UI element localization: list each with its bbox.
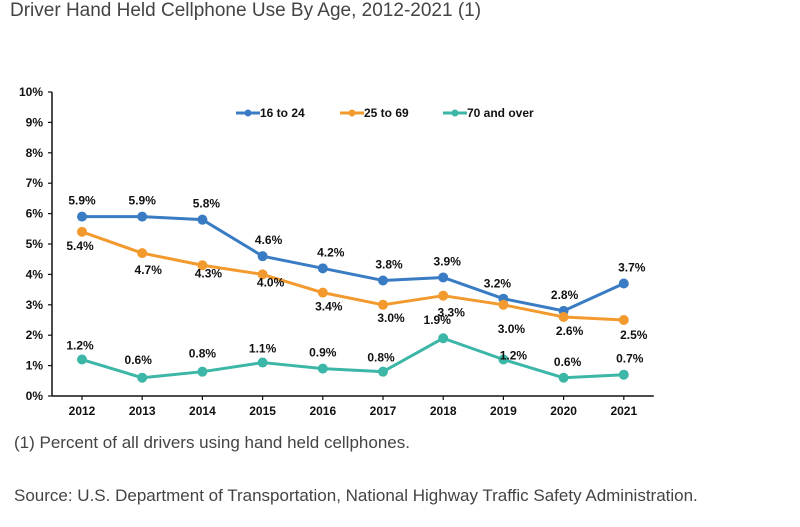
data-point-2	[317, 363, 328, 374]
data-label-0: 3.8%	[375, 257, 403, 271]
data-label-0: 5.9%	[129, 194, 157, 208]
data-point-0	[378, 275, 388, 286]
data-label-0: 3.2%	[484, 277, 512, 291]
chart-title: Driver Hand Held Cellphone Use By Age, 2…	[10, 0, 482, 21]
data-label-2: 1.2%	[66, 339, 94, 353]
legend-marker-0	[244, 109, 252, 117]
data-label-1: 3.4%	[315, 300, 343, 314]
source-note: Source: U.S. Department of Transportatio…	[14, 486, 698, 505]
data-label-1: 3.3%	[438, 306, 466, 320]
data-point-2	[618, 369, 629, 380]
data-label-2: 0.9%	[309, 346, 337, 360]
data-label-0: 5.8%	[193, 197, 221, 211]
y-tick-label: 5%	[26, 237, 44, 251]
data-point-0	[197, 214, 208, 225]
data-point-2	[498, 354, 509, 365]
data-point-1	[137, 248, 148, 259]
series-line-2	[81, 336, 624, 380]
data-point-1	[317, 287, 328, 298]
data-label-2: 1.1%	[249, 342, 277, 356]
data-point-2	[257, 357, 268, 368]
y-tick-label: 3%	[26, 298, 44, 312]
data-point-1	[257, 269, 268, 280]
y-tick-label: 8%	[26, 146, 44, 160]
legend-label-2: 70 and over	[467, 106, 534, 120]
data-label-0: 2.8%	[551, 288, 579, 302]
data-label-1: 4.0%	[257, 275, 285, 289]
x-tick-label: 2015	[249, 404, 276, 418]
data-point-2	[558, 372, 569, 383]
data-point-0	[317, 263, 328, 274]
data-point-0	[438, 272, 449, 283]
data-label-2: 0.8%	[189, 347, 217, 361]
data-point-2	[197, 366, 208, 377]
data-label-0: 4.2%	[317, 245, 345, 259]
data-point-0	[257, 251, 268, 262]
data-label-0: 3.7%	[618, 261, 646, 275]
x-tick-label: 2020	[550, 404, 577, 418]
data-point-2	[77, 354, 87, 365]
footnote: (1) Percent of all drivers using hand he…	[14, 433, 410, 452]
x-tick-label: 2012	[69, 404, 96, 418]
y-tick-label: 9%	[26, 115, 44, 129]
legend-label-1: 25 to 69	[364, 106, 409, 120]
series-line-1	[81, 230, 624, 322]
data-label-2: 0.8%	[367, 351, 395, 365]
data-point-1	[197, 260, 208, 271]
x-tick-label: 2017	[370, 404, 397, 418]
data-point-1	[438, 290, 449, 301]
data-point-2	[137, 372, 148, 383]
data-label-2: 0.7%	[616, 352, 644, 366]
line-chart: 0% 1% 2% 3% 4% 5% 6% 7% 8% 9% 10% 2012 2013 2014 2015 2…	[19, 85, 654, 418]
data-label-1: 2.6%	[556, 324, 584, 338]
data-label-0: 5.9%	[68, 194, 96, 208]
data-label-2: 1.9%	[424, 313, 452, 327]
data-label-1: 2.5%	[620, 328, 648, 342]
x-tick-label: 2013	[129, 404, 156, 418]
x-tick-label: 2016	[309, 404, 336, 418]
data-label-2: 0.6%	[125, 353, 153, 367]
data-point-1	[558, 311, 569, 322]
data-point-1	[618, 315, 629, 325]
data-point-0	[618, 278, 629, 289]
data-label-1: 3.0%	[377, 311, 405, 325]
data-label-1: 4.3%	[195, 266, 223, 280]
data-point-2	[378, 366, 388, 377]
data-point-0	[77, 211, 87, 222]
y-tick-label: 10%	[19, 85, 43, 99]
data-label-1: 5.4%	[66, 239, 94, 253]
series-line-0	[82, 215, 625, 313]
data-point-0	[137, 211, 148, 222]
data-label-2: 0.6%	[554, 355, 582, 369]
data-label-0: 3.9%	[434, 254, 462, 268]
x-tick-label: 2021	[610, 404, 637, 418]
legend-marker-2	[451, 109, 459, 117]
x-tick-label: 2018	[430, 404, 457, 418]
y-tick-label: 4%	[26, 267, 44, 281]
data-point-1	[378, 299, 388, 310]
legend-marker-1	[348, 109, 356, 117]
y-tick-label: 1%	[26, 359, 44, 373]
data-label-1: 3.0%	[498, 322, 526, 336]
data-label-1: 4.7%	[135, 263, 163, 277]
x-tick-label: 2019	[490, 404, 517, 418]
y-tick-label: 0%	[26, 389, 44, 403]
legend-label-0: 16 to 24	[260, 106, 305, 120]
data-label-2: 1.2%	[500, 349, 528, 363]
data-point-1	[77, 226, 87, 237]
data-point-2	[438, 333, 449, 344]
y-tick-label: 6%	[26, 207, 44, 221]
y-tick-label: 7%	[26, 176, 44, 190]
data-label-0: 4.6%	[255, 233, 283, 247]
y-tick-label: 2%	[26, 328, 44, 342]
data-point-1	[498, 299, 509, 310]
x-tick-label: 2014	[189, 404, 216, 418]
